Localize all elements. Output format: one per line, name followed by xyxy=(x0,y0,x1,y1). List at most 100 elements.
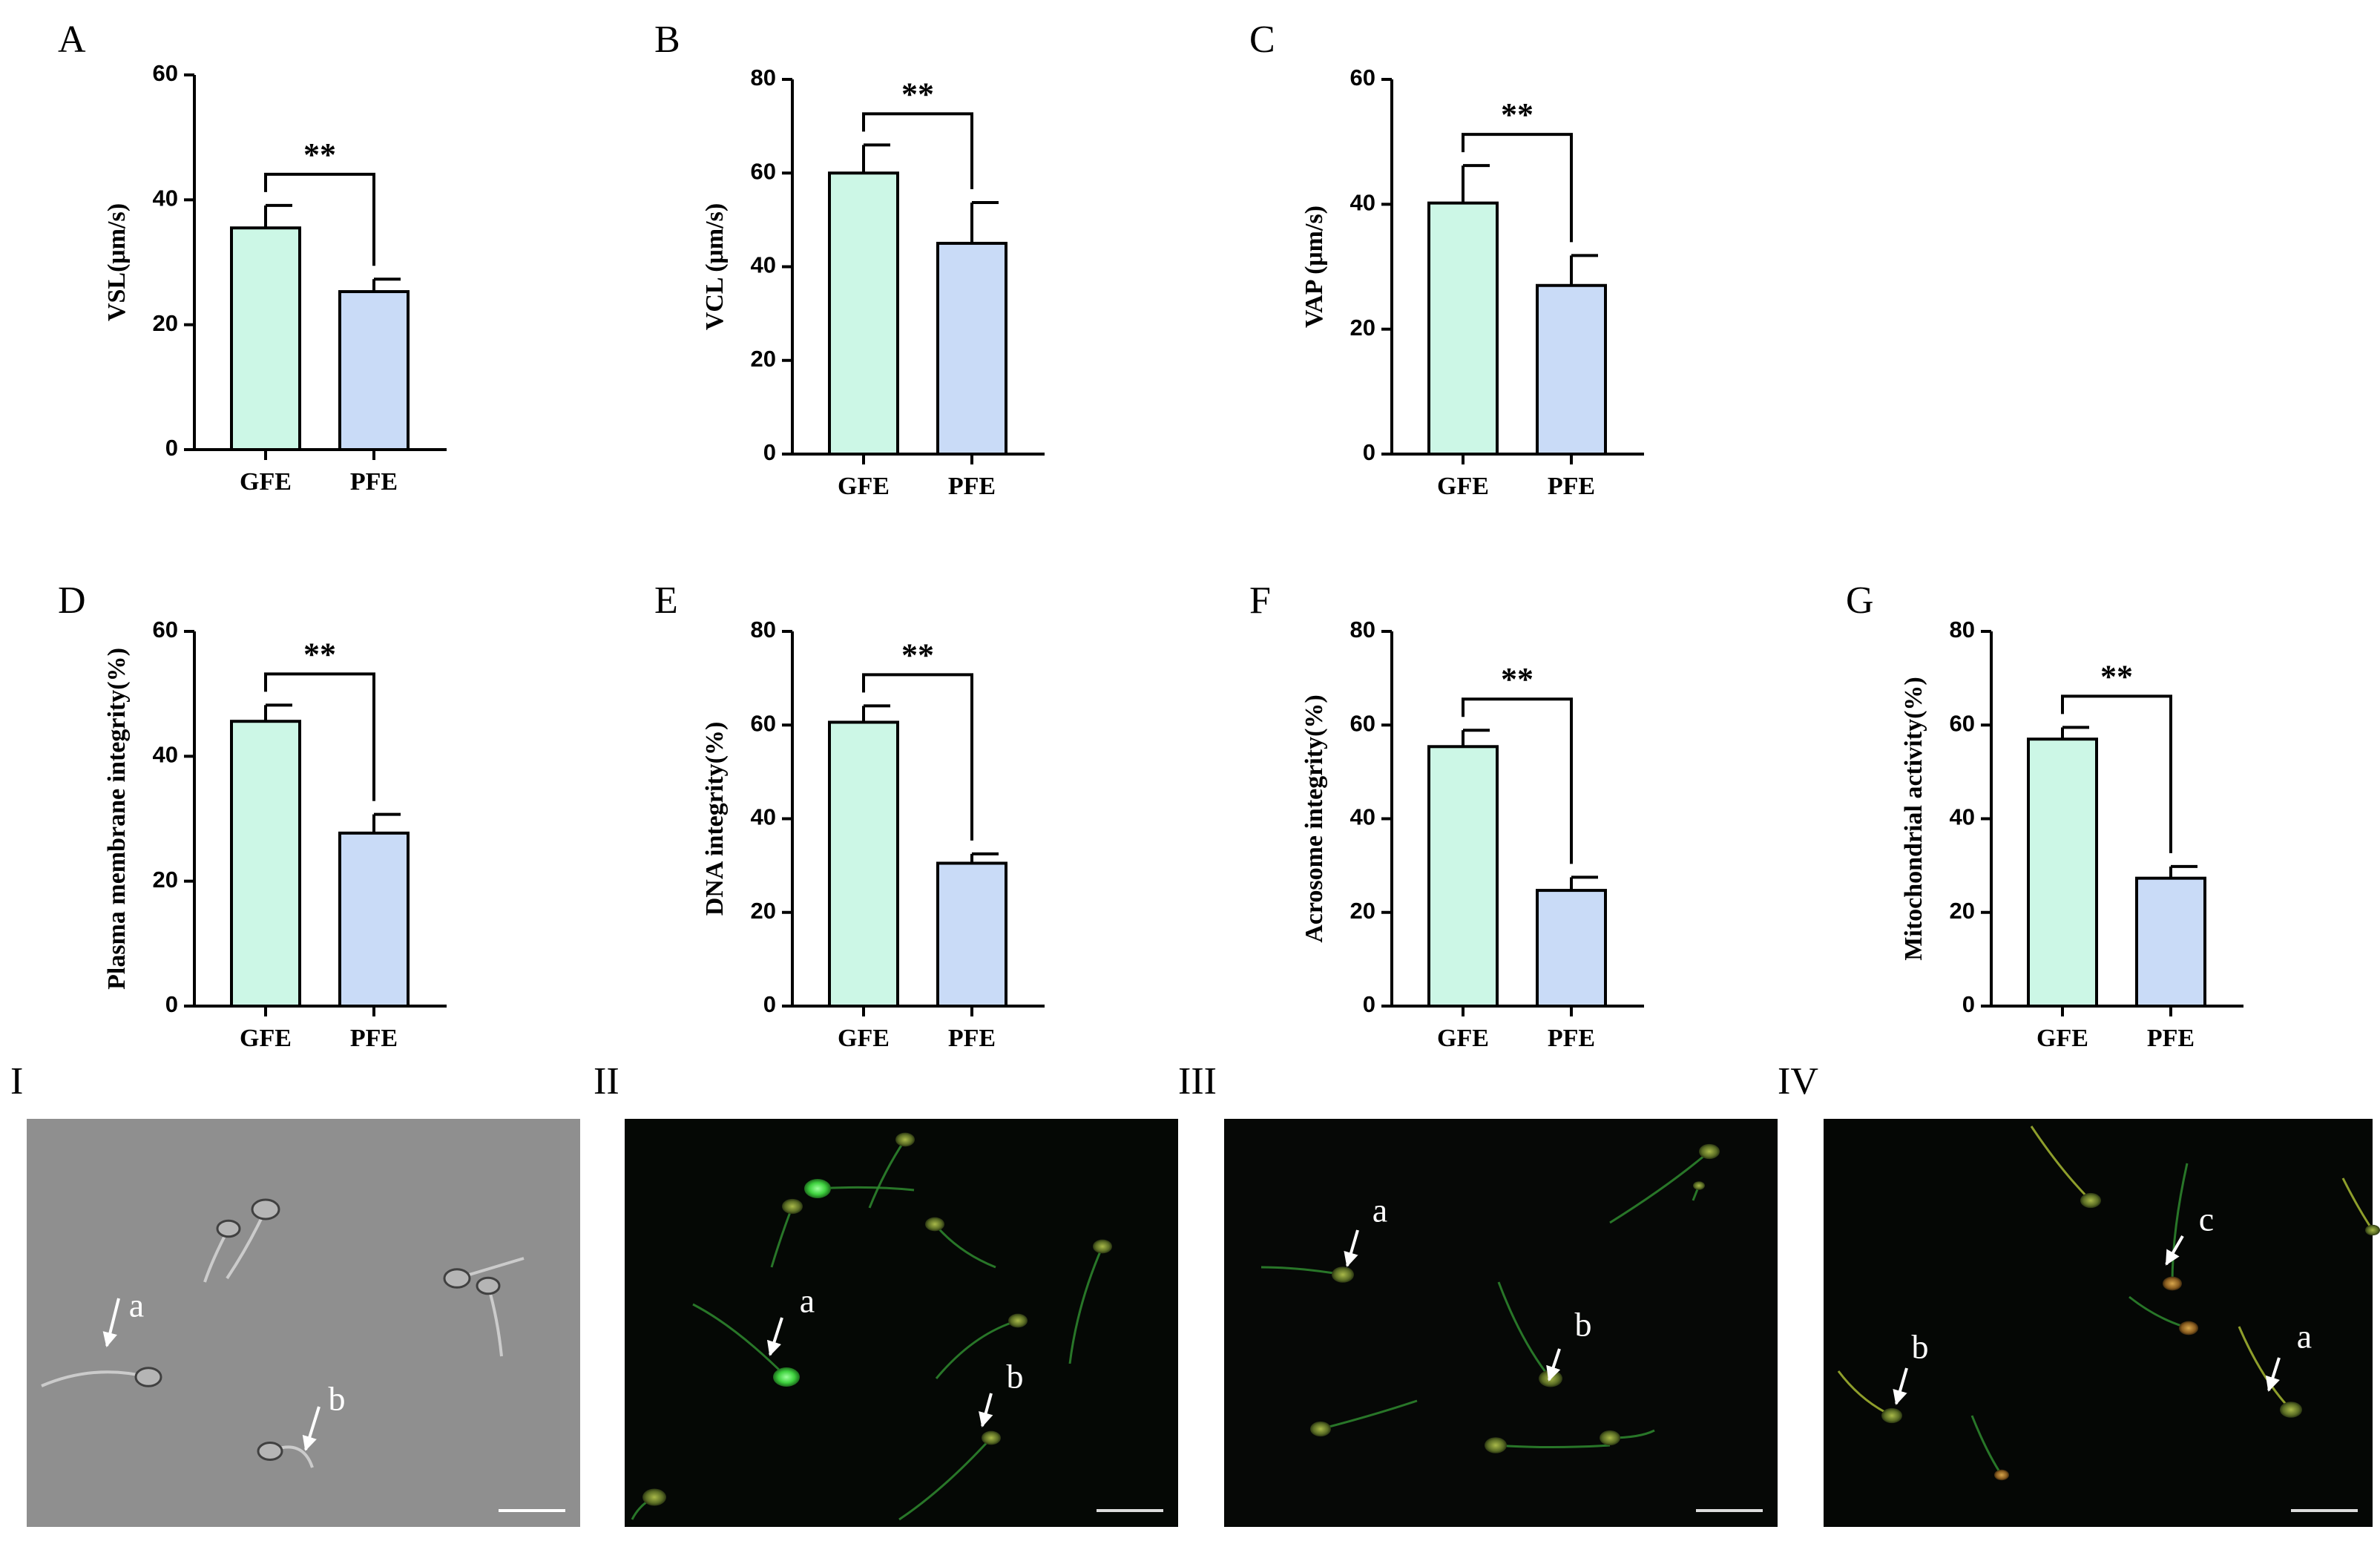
sperm-head xyxy=(251,1198,280,1220)
panel-numeral: III xyxy=(1178,1060,1217,1103)
y-tick-label: 20 xyxy=(751,898,776,924)
significance-bracket xyxy=(264,172,375,266)
x-tick-label: PFE xyxy=(2147,1025,2195,1052)
y-axis-label: DNA integrity(%) xyxy=(701,722,729,916)
significance-bracket xyxy=(1462,697,1573,864)
significance-label: ** xyxy=(901,637,934,673)
y-tick-label: 80 xyxy=(1350,617,1375,643)
panel-letter: F xyxy=(1249,579,1271,622)
y-tick-label: 40 xyxy=(751,252,776,278)
pointer-arrow xyxy=(979,1393,993,1427)
y-tick-label: 0 xyxy=(763,439,776,465)
sperm-head xyxy=(476,1276,501,1295)
micrograph-background xyxy=(1824,1119,2373,1527)
y-tick-label: 20 xyxy=(1950,898,1975,924)
y-tick-label: 60 xyxy=(751,158,776,184)
arrow-label: c xyxy=(2199,1200,2214,1238)
sperm-head xyxy=(1600,1430,1620,1446)
sperm-head xyxy=(257,1441,283,1462)
bar-pfe xyxy=(2135,876,2206,1008)
sperm-tail xyxy=(1609,1150,1710,1224)
x-tick-label: PFE xyxy=(350,468,398,496)
y-tick-label: 0 xyxy=(1962,991,1975,1017)
y-tick-label: 80 xyxy=(751,65,776,91)
sperm-tail xyxy=(898,1436,993,1521)
significance-bracket xyxy=(1462,133,1573,243)
arrow-label: b xyxy=(1912,1328,1929,1366)
bar-gfe xyxy=(828,720,899,1008)
panel-letter: A xyxy=(58,19,86,61)
significance-label: ** xyxy=(303,137,336,173)
chart-a: A 0 20 40 60 VSL(μm/s) GFE PFE ** xyxy=(58,19,447,496)
sperm-head xyxy=(782,1198,803,1215)
sperm-head xyxy=(1332,1266,1354,1283)
sperm-head xyxy=(895,1132,915,1147)
arrow-label: b xyxy=(1575,1306,1592,1344)
bar-gfe xyxy=(230,720,301,1008)
sperm-head xyxy=(642,1488,666,1506)
y-tick-label: 20 xyxy=(153,867,178,893)
y-axis-label: Plasma membrane integrity(%) xyxy=(103,648,131,990)
pointer-arrow xyxy=(766,1317,783,1356)
y-tick-label: 80 xyxy=(1950,617,1975,643)
sperm-head xyxy=(1699,1143,1720,1160)
y-tick-label: 0 xyxy=(165,991,178,1017)
pointer-arrow xyxy=(2265,1357,2281,1392)
y-tick-label: 60 xyxy=(153,60,178,86)
y-tick-label: 0 xyxy=(165,435,178,461)
panel-letter: B xyxy=(654,19,680,61)
y-tick-label: 40 xyxy=(1350,804,1375,830)
bar-pfe xyxy=(338,831,410,1008)
sperm-tail xyxy=(868,1139,907,1209)
y-tick-label: 20 xyxy=(751,346,776,372)
bar-pfe xyxy=(936,861,1007,1008)
pointer-arrow xyxy=(1546,1348,1561,1381)
panel-numeral: IV xyxy=(1778,1060,1818,1103)
sperm-head xyxy=(773,1367,800,1387)
sperm-tail xyxy=(692,1303,788,1379)
y-axis-label: Acrosome integrity(%) xyxy=(1301,694,1328,943)
sperm-head xyxy=(1310,1421,1331,1437)
significance-label: ** xyxy=(1501,96,1533,133)
x-tick-label: GFE xyxy=(2037,1025,2088,1052)
sperm-tail xyxy=(2030,1126,2092,1202)
micrograph-iv: IV c b a xyxy=(1778,1060,2380,1527)
bar-gfe xyxy=(1427,745,1499,1008)
panel-letter: D xyxy=(58,579,86,622)
x-tick-label: PFE xyxy=(1548,1025,1595,1052)
micrographs: Ia b II a b III a b IV c b a xyxy=(10,1060,2380,1527)
sperm-head xyxy=(134,1367,162,1387)
y-axis-label: VAP (μm/s) xyxy=(1301,206,1328,328)
x-tick-label: GFE xyxy=(1437,1025,1489,1052)
chart-c: C 0 20 40 60 VAP (μm/s) GFE PFE ** xyxy=(1249,19,1644,500)
sperm-tail xyxy=(1320,1399,1418,1430)
sperm-tail xyxy=(1497,1281,1552,1379)
x-tick-label: PFE xyxy=(948,1025,996,1052)
y-tick-label: 0 xyxy=(1363,439,1375,465)
chart-g: G 0 20 40 60 80 Mitochondrial activity(%) GFE PF… xyxy=(1846,579,2243,1052)
y-tick-label: 80 xyxy=(751,617,776,643)
y-axis-label: VSL(μm/s) xyxy=(103,203,131,321)
micrograph-background xyxy=(625,1119,1178,1527)
sperm-head xyxy=(1994,1469,2009,1481)
bar-pfe xyxy=(1536,283,1607,456)
y-tick-label: 60 xyxy=(153,617,178,643)
x-tick-label: GFE xyxy=(838,473,890,500)
chart-e: E 0 20 40 60 80 DNA integrity(%) GFE PFE ** xyxy=(654,579,1045,1052)
sperm-head xyxy=(2163,1276,2182,1291)
micrograph-ii: II a b xyxy=(594,1060,1178,1527)
y-tick-label: 60 xyxy=(1350,710,1375,736)
pointer-arrow xyxy=(302,1406,320,1451)
y-tick-label: 40 xyxy=(1950,804,1975,830)
micrograph-background xyxy=(1224,1119,1778,1527)
x-tick-label: GFE xyxy=(1437,473,1489,500)
x-tick-label: PFE xyxy=(1548,473,1595,500)
sperm-head xyxy=(1093,1239,1112,1254)
x-tick-label: GFE xyxy=(240,1025,292,1052)
sperm-head xyxy=(216,1219,241,1238)
x-tick-label: GFE xyxy=(240,468,292,496)
panel-letter: G xyxy=(1846,579,1874,622)
significance-bracket xyxy=(862,673,973,841)
